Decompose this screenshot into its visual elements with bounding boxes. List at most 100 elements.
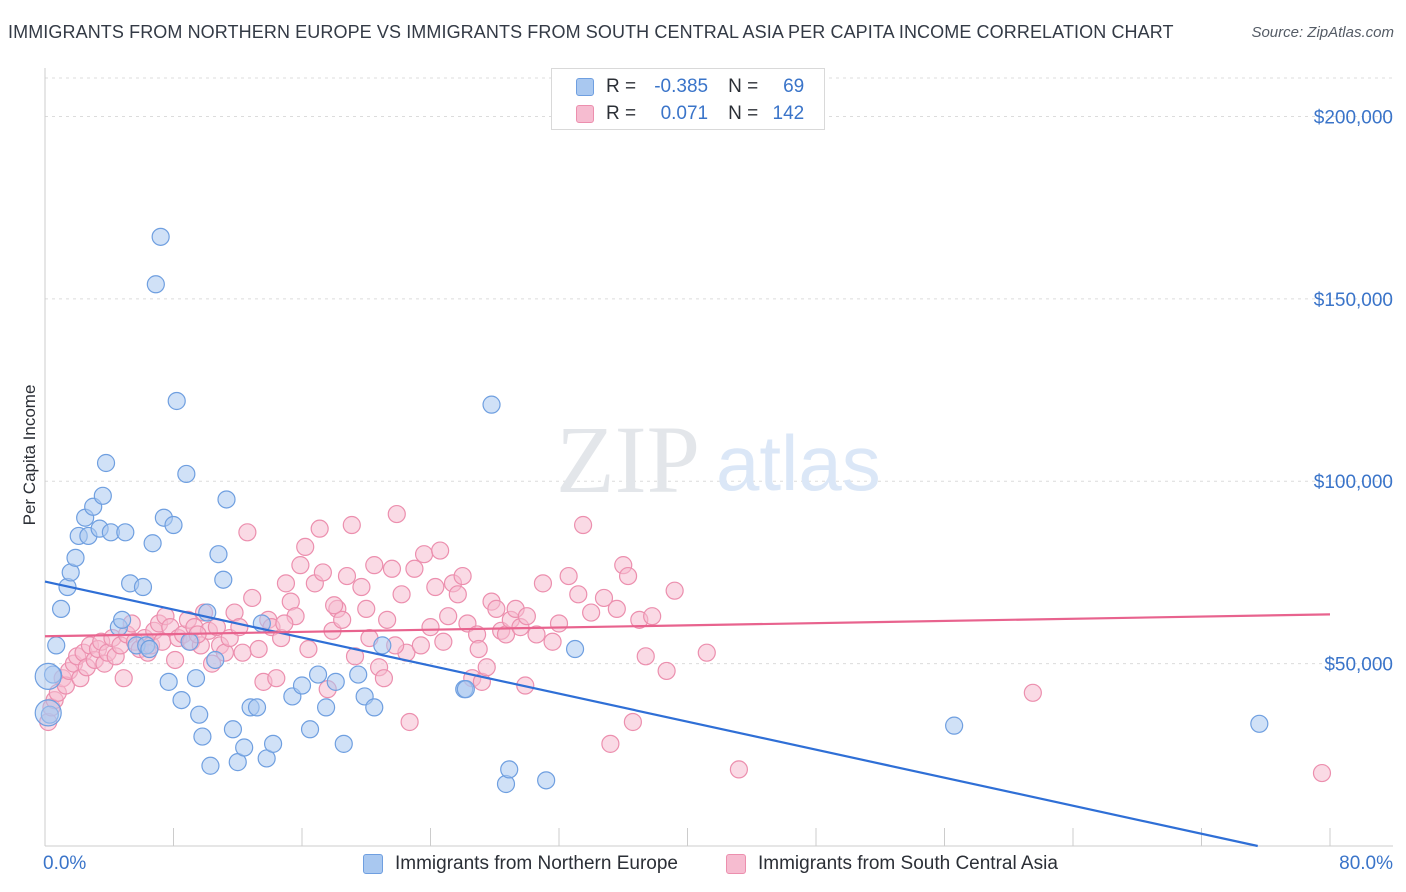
x-tick-label: 80.0% bbox=[1339, 853, 1393, 874]
blue-data-point bbox=[334, 734, 353, 753]
pink-data-point bbox=[325, 596, 344, 615]
pink-data-point bbox=[382, 559, 402, 578]
pink-data-point bbox=[313, 563, 332, 582]
axis-labels: $50,000 $100,000 $150,000 $200,000 0.0% 80.0% bbox=[43, 107, 1393, 874]
blue-data-point bbox=[373, 636, 392, 655]
pink-data-point bbox=[249, 639, 268, 659]
series-south-central-asia-points bbox=[39, 504, 1332, 783]
pink-data-point bbox=[618, 566, 638, 586]
n-label: N = bbox=[728, 103, 759, 124]
blue-data-point bbox=[292, 676, 312, 695]
pink-data-point bbox=[582, 603, 601, 622]
blue-data-point bbox=[214, 570, 233, 589]
blue-data-point bbox=[93, 486, 112, 505]
pink-data-point bbox=[643, 607, 662, 626]
r-value: 0.071 bbox=[660, 103, 709, 124]
pink-data-point bbox=[387, 504, 406, 524]
pink-data-point bbox=[549, 614, 569, 633]
blue-data-point bbox=[112, 610, 132, 629]
blue-data-point bbox=[263, 734, 283, 753]
blue-data-point bbox=[116, 523, 135, 542]
legend-label: Immigrants from Northern Europe bbox=[395, 853, 678, 874]
pink-data-point bbox=[345, 647, 365, 666]
pink-data-point bbox=[337, 566, 357, 586]
n-value: 69 bbox=[783, 76, 805, 97]
blue-data-point bbox=[143, 534, 162, 553]
correlation-legend: R = -0.385 N = 69 R = 0.071 N = 142 bbox=[551, 68, 825, 130]
pink-data-point bbox=[365, 556, 384, 575]
pink-data-point bbox=[378, 610, 397, 629]
pink-data-point bbox=[238, 523, 257, 542]
pink-data-point bbox=[607, 599, 626, 619]
pink-data-point bbox=[426, 577, 445, 597]
y-axis-label: Per Capita Income bbox=[20, 385, 39, 526]
pink-data-point bbox=[333, 610, 352, 629]
pink-data-point bbox=[166, 650, 185, 670]
pink-data-point bbox=[657, 661, 676, 681]
pink-data-point bbox=[352, 577, 371, 597]
blue-data-point bbox=[201, 756, 220, 775]
blue-data-point bbox=[326, 672, 345, 691]
r-value: -0.385 bbox=[654, 76, 709, 97]
blue-data-point bbox=[34, 699, 62, 727]
trend-line-northern-europe bbox=[44, 580, 1258, 848]
axes bbox=[44, 68, 1393, 847]
blue-data-point bbox=[537, 771, 556, 790]
pink-data-point bbox=[448, 585, 467, 604]
blue-swatch bbox=[363, 854, 383, 874]
r-label: R = bbox=[606, 76, 637, 97]
trend-lines bbox=[44, 580, 1331, 848]
pink-data-point bbox=[276, 574, 296, 593]
blue-data-point bbox=[217, 490, 236, 509]
blue-data-point bbox=[316, 698, 336, 717]
y-tick-label: $150,000 bbox=[1314, 290, 1393, 311]
pink-data-point bbox=[434, 632, 453, 651]
blue-data-point bbox=[500, 760, 519, 779]
blue-data-point bbox=[177, 464, 196, 484]
pink-data-point bbox=[296, 537, 315, 556]
pink-data-point bbox=[291, 556, 310, 575]
legend-row-northern-europe: R = -0.385 N = 69 bbox=[576, 76, 804, 98]
pink-data-point bbox=[421, 618, 440, 637]
blue-data-point bbox=[349, 665, 368, 684]
pink-data-point bbox=[487, 599, 506, 619]
blue-data-point bbox=[308, 665, 328, 684]
pink-data-point bbox=[374, 669, 394, 688]
y-tick-label: $200,000 bbox=[1314, 107, 1393, 128]
blue-data-point bbox=[96, 453, 116, 473]
watermark-atlas: atlas bbox=[716, 419, 881, 507]
blue-data-point bbox=[66, 548, 85, 567]
blue-data-point bbox=[172, 690, 191, 710]
blue-data-point bbox=[146, 275, 165, 294]
blue-data-point bbox=[193, 727, 212, 746]
pink-data-point bbox=[697, 643, 716, 662]
x-tick-label: 0.0% bbox=[43, 853, 86, 874]
pink-data-point bbox=[233, 643, 252, 662]
y-tick-label: $100,000 bbox=[1314, 472, 1393, 493]
watermark: ZIP atlas bbox=[556, 406, 881, 513]
blue-data-point bbox=[164, 515, 183, 535]
pink-swatch bbox=[576, 105, 594, 123]
legend-row-south-central-asia: R = 0.071 N = 142 bbox=[576, 103, 804, 125]
blue-data-point bbox=[159, 672, 178, 691]
pink-data-point bbox=[636, 647, 655, 666]
pink-data-point bbox=[543, 632, 562, 651]
watermark-zip: ZIP bbox=[556, 406, 700, 513]
pink-data-point bbox=[665, 581, 684, 600]
pink-data-point bbox=[405, 559, 424, 578]
legend-item-northern-europe: Immigrants from Northern Europe bbox=[363, 852, 678, 876]
pink-data-point bbox=[469, 639, 488, 659]
pink-data-point bbox=[310, 519, 329, 538]
chart-title: IMMIGRANTS FROM NORTHERN EUROPE VS IMMIG… bbox=[8, 22, 1174, 42]
blue-data-point bbox=[482, 395, 501, 414]
n-label: N = bbox=[728, 76, 759, 97]
blue-data-point bbox=[167, 391, 186, 411]
legend-item-south-central-asia: Immigrants from South Central Asia bbox=[726, 852, 1058, 876]
pink-data-point bbox=[569, 585, 588, 604]
blue-data-point bbox=[151, 227, 170, 246]
blue-data-point bbox=[206, 650, 225, 670]
y-tick-label: $50,000 bbox=[1324, 655, 1393, 676]
pink-data-point bbox=[601, 734, 620, 753]
pink-data-point bbox=[594, 588, 614, 608]
